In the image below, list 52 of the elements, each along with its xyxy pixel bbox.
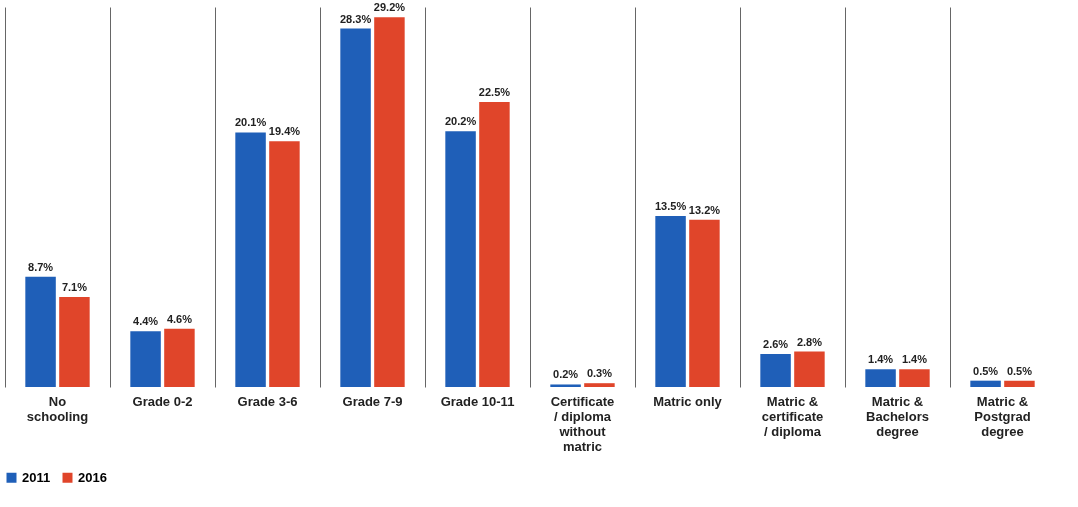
data-label: 0.5% xyxy=(1006,364,1033,377)
bar xyxy=(970,380,1001,387)
data-label: 2.8% xyxy=(796,335,823,348)
x-tick-label: Grade 0-2 xyxy=(132,393,193,409)
data-label: 4.6% xyxy=(166,312,193,325)
x-tick-label: Matric only xyxy=(653,393,723,409)
bar xyxy=(374,17,405,387)
bar xyxy=(130,331,161,387)
data-label: 0.3% xyxy=(586,367,613,380)
bar xyxy=(689,219,720,387)
bar xyxy=(865,369,896,387)
data-label: 20.1% xyxy=(234,116,267,129)
legend-label: 2016 xyxy=(78,469,107,485)
data-label: 8.7% xyxy=(28,260,54,273)
x-tick-label: Matric & certificate / diploma xyxy=(761,393,824,439)
data-label: 13.2% xyxy=(688,203,721,216)
bar xyxy=(794,351,825,387)
data-label: 22.5% xyxy=(478,86,511,98)
bar xyxy=(59,297,90,387)
data-label: 20.2% xyxy=(444,115,477,128)
bar xyxy=(269,141,300,387)
data-label: 7.1% xyxy=(61,281,88,294)
data-label: 1.4% xyxy=(901,353,928,366)
bar xyxy=(1004,380,1035,387)
legend-label: 2011 xyxy=(22,469,51,485)
x-tick-label: Grade 3-6 xyxy=(237,393,298,409)
bar xyxy=(340,28,371,387)
bar xyxy=(164,328,195,387)
bar xyxy=(550,384,581,387)
data-label: 28.3% xyxy=(339,12,372,25)
x-tick-label: Matric & Postgrad degree xyxy=(974,393,1031,439)
bar xyxy=(25,276,56,387)
data-label: 29.2% xyxy=(373,1,406,14)
bar xyxy=(235,132,266,387)
data-label: 0.2% xyxy=(553,368,579,381)
bar xyxy=(584,383,615,387)
x-tick-label: Certificate / diploma without matric xyxy=(550,393,615,454)
data-label: 1.4% xyxy=(868,353,894,366)
x-tick-label: Matric & Bachelors degree xyxy=(866,393,929,439)
bar xyxy=(655,216,686,387)
x-tick-label: Grade 10-11 xyxy=(440,393,515,409)
x-tick-label: No schooling xyxy=(26,393,89,424)
data-label: 4.4% xyxy=(133,315,159,328)
x-tick-label: Grade 7-9 xyxy=(342,393,403,409)
data-label: 2.6% xyxy=(763,338,789,351)
bar xyxy=(479,102,510,387)
bar xyxy=(760,354,791,387)
data-label: 13.5% xyxy=(654,200,687,212)
data-label: 19.4% xyxy=(268,125,301,138)
bar xyxy=(899,369,930,387)
bar xyxy=(445,131,476,387)
data-label: 0.5% xyxy=(973,364,999,377)
